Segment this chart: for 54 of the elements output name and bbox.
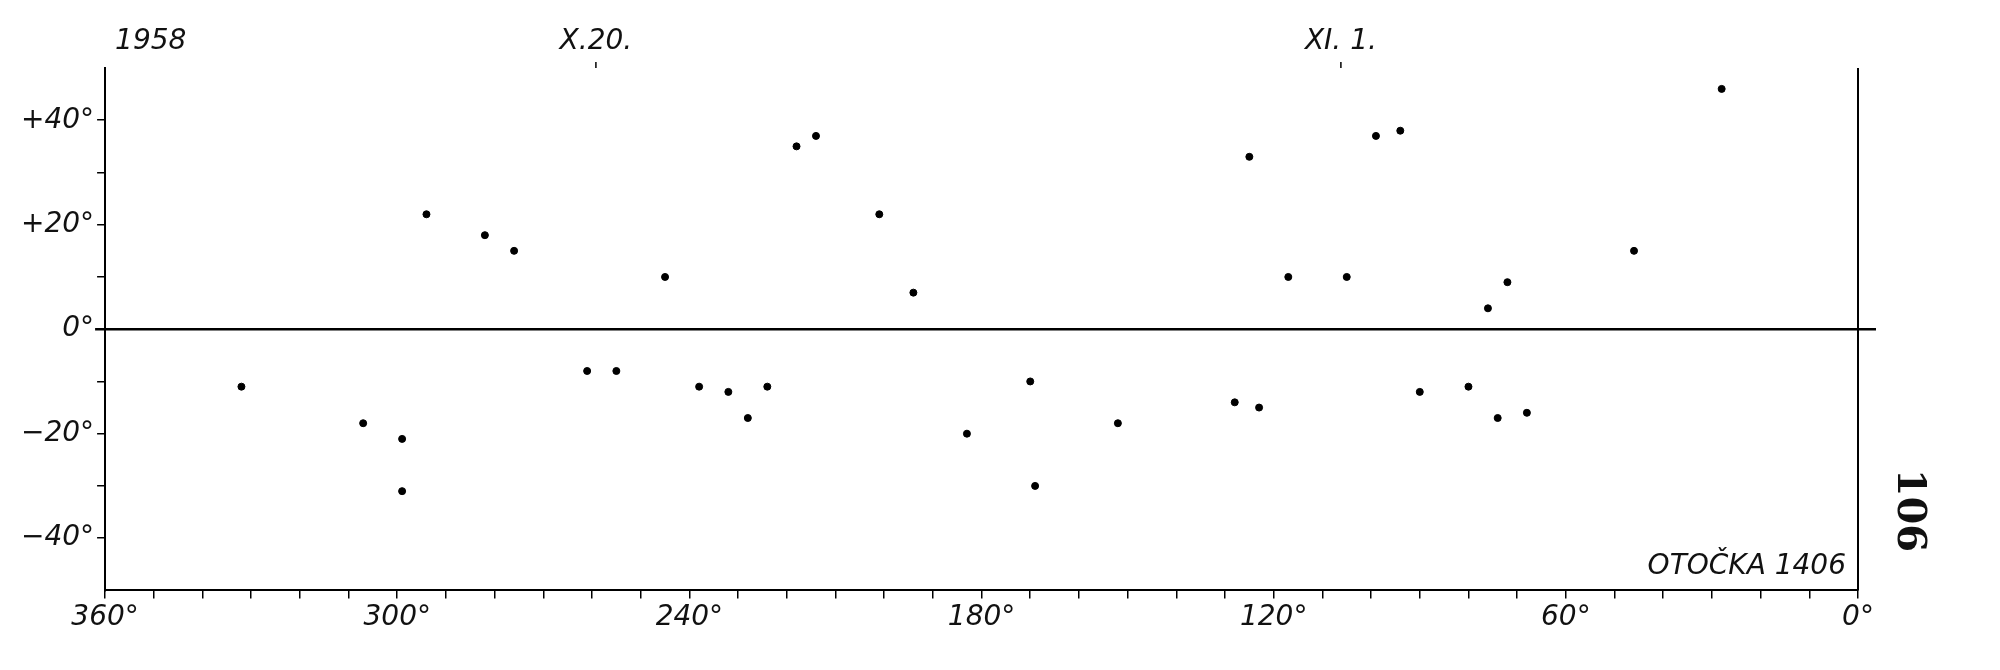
point — [422, 210, 431, 219]
point — [1245, 152, 1254, 161]
x-tick-label: 120° — [1239, 599, 1308, 633]
annotation: OTOČKA 1406 — [1647, 546, 1846, 581]
x-tick-label: 180° — [947, 599, 1016, 633]
point — [1342, 272, 1351, 281]
y-tick-label: 0° — [62, 310, 95, 344]
y-tick-label: +40° — [21, 101, 95, 135]
point — [510, 246, 519, 255]
point — [1483, 304, 1492, 313]
x-tick-label: 0° — [1842, 599, 1874, 633]
point — [1255, 403, 1264, 412]
y-tick-label: +20° — [21, 206, 95, 239]
point — [1113, 419, 1122, 428]
point — [1026, 377, 1035, 386]
point — [480, 231, 489, 240]
point — [1522, 408, 1531, 417]
x-tick-label: 300° — [363, 599, 431, 633]
point — [1630, 246, 1639, 255]
point — [612, 366, 621, 375]
x-tick-label: 240° — [655, 599, 724, 633]
point — [724, 387, 733, 396]
point — [1396, 126, 1405, 135]
point — [1031, 481, 1040, 490]
point — [695, 382, 704, 391]
point — [1717, 84, 1726, 93]
y-tick-label: −20° — [21, 414, 95, 448]
point — [909, 288, 918, 297]
point — [743, 414, 752, 423]
point — [1464, 382, 1473, 391]
point — [398, 487, 407, 496]
text: X.20. — [557, 23, 633, 57]
chart-title: 1958 — [115, 23, 187, 57]
y-tick-label: −40° — [21, 519, 95, 553]
point — [661, 272, 670, 281]
text: XI. 1. — [1302, 23, 1377, 57]
point — [237, 382, 246, 391]
point — [792, 142, 801, 151]
point — [763, 382, 772, 391]
x-tick-label: 60° — [1541, 599, 1591, 633]
point — [1415, 387, 1424, 396]
point — [1371, 131, 1380, 140]
point — [962, 429, 971, 438]
point — [875, 210, 884, 219]
point — [1503, 278, 1512, 287]
point — [583, 366, 592, 375]
point — [811, 131, 820, 140]
point — [398, 434, 407, 443]
text: 106 — [1888, 468, 1936, 553]
point — [359, 419, 368, 428]
x-tick-label: 360° — [71, 599, 139, 633]
point — [1230, 398, 1239, 407]
point — [1284, 272, 1293, 281]
point — [1493, 414, 1502, 423]
